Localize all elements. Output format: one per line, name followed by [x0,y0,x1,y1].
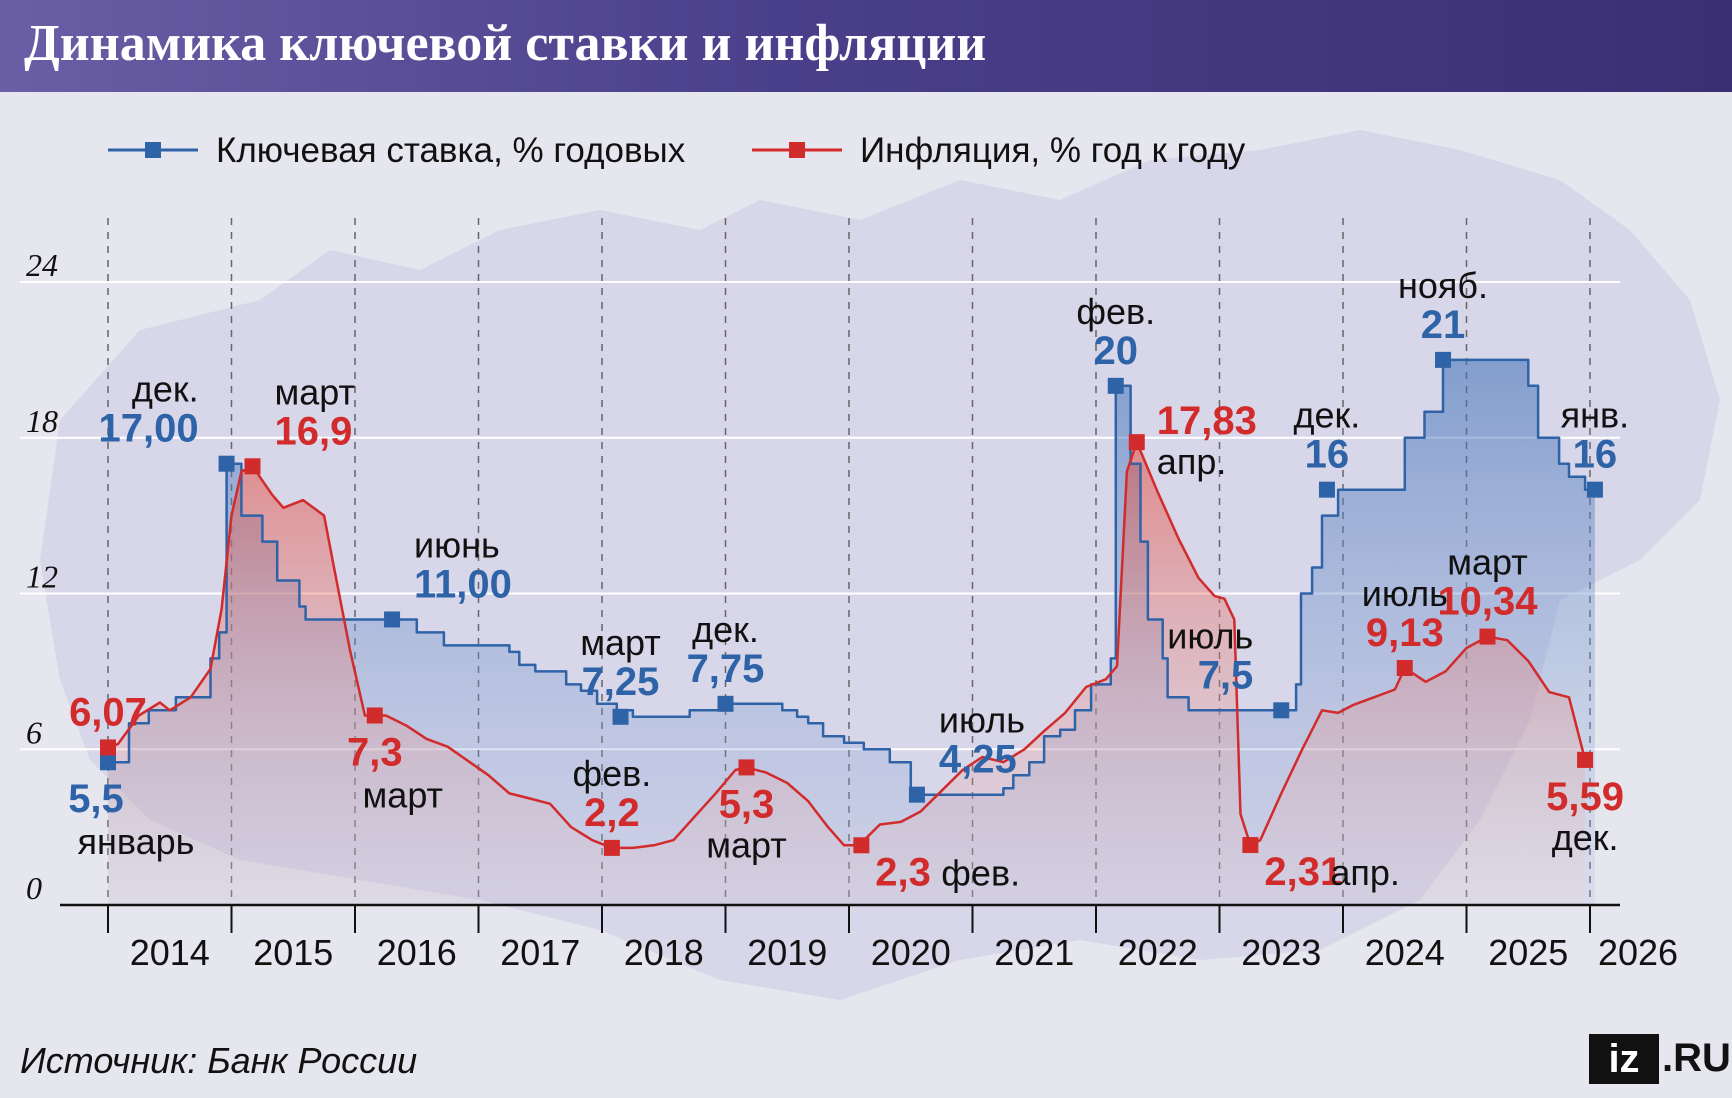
data-label: 5,5 [68,777,124,821]
annotation-date: нояб. [1398,265,1488,306]
annotation-date: фев. [1076,291,1155,332]
legend-marker [789,142,805,158]
data-label: 10,34 [1437,580,1538,624]
data-label: 20 [1094,329,1139,373]
y-tick-label: 24 [26,247,58,283]
data-point-inflation [244,458,261,475]
annotation-date: дек. [1294,395,1361,436]
logo-domain: .RU [1662,1036,1731,1080]
data-label: 5,3 [719,782,775,826]
data-point-inflation [1128,434,1145,451]
data-point-inflation [1242,837,1259,854]
data-label: 21 [1421,303,1466,347]
data-point-inflation [853,837,870,854]
x-tick-label: 2025 [1488,932,1568,973]
data-point-rate [384,611,401,628]
annotation-date: июль [1167,615,1253,656]
annotation-date: январь [78,821,195,862]
data-label: 16 [1573,433,1618,477]
data-label: 7,75 [687,647,765,691]
x-tick-label: 2023 [1241,932,1321,973]
data-point-rate [612,708,629,725]
data-label: 16 [1305,433,1350,477]
data-point-inflation [1577,751,1594,768]
x-tick-label: 2018 [624,932,704,973]
page-title: Динамика ключевой ставки и инфляции [24,15,987,72]
data-point-rate [717,695,734,712]
x-tick-label: 2016 [377,932,457,973]
data-label: 2,31 [1264,850,1342,894]
data-point-rate [1318,481,1335,498]
data-point-inflation [738,759,755,776]
data-point-rate [908,786,925,803]
data-point-rate [1586,481,1603,498]
annotation-date: янв. [1561,395,1630,436]
annotation-date: июль [1362,573,1448,614]
y-tick-label: 18 [26,403,58,439]
y-tick-label: 0 [26,870,42,906]
header-bar: Динамика ключевой ставки и инфляции [0,0,1732,92]
x-tick-label: 2024 [1365,932,1445,973]
x-tick-label: 2020 [871,932,951,973]
annotation-date: июнь [414,525,500,566]
data-label: 17,00 [98,407,198,451]
x-tick-label: 2015 [253,932,333,973]
data-label: 4,25 [939,738,1017,782]
annotation-date: фев. [573,753,652,794]
series-area-inflation [108,442,1586,905]
series-line-inflation [107,440,1587,850]
x-tick-label: 2021 [994,932,1074,973]
annotation-date: март [363,775,444,816]
y-tick-label: 6 [26,714,42,750]
annotation-date: июль [939,700,1025,741]
annotation-date: дек. [692,609,759,650]
data-point-inflation [100,739,116,756]
annotation-date: март [580,622,661,663]
data-point-rate [218,455,235,472]
source-note: Источник: Банк России [20,1040,418,1081]
data-label: 17,83 [1157,399,1257,443]
data-label: 6,07 [69,690,147,734]
data-point-rate [1107,377,1124,394]
annotation-date: дек. [1552,817,1619,858]
data-label: 2,2 [584,791,640,835]
data-label: 16,9 [275,409,353,453]
data-label: 9,13 [1366,611,1444,655]
legend-marker [145,142,161,158]
logo-mark: iz [1589,1034,1659,1084]
legend-label: Инфляция, % год к году [860,131,1246,170]
annotation-date: апр. [1330,852,1400,893]
data-point-inflation [366,707,383,724]
data-label: 2,3 [875,850,931,894]
data-label: 7,5 [1198,653,1254,697]
data-point-inflation [1396,660,1413,677]
data-label: 7,25 [582,660,660,704]
data-label: 11,00 [414,563,512,607]
data-point-rate [100,754,116,771]
y-tick-label: 12 [26,559,58,595]
annotation-date: март [1447,542,1528,583]
data-point-inflation [603,839,620,856]
data-label: 7,3 [347,731,403,775]
annotation-date: апр. [1157,441,1227,482]
data-label: 5,59 [1546,775,1624,819]
x-tick-label: 2014 [130,932,210,973]
annotation-date: дек. [132,369,199,410]
annotation-date: фев. [941,852,1020,893]
x-tick-label: 2022 [1118,932,1198,973]
x-tick-label: 2017 [500,932,580,973]
series-line-rate [108,358,1595,796]
x-tick-label: 2019 [747,932,827,973]
legend-label: Ключевая ставка, % годовых [216,131,686,170]
data-point-rate [1273,702,1290,719]
data-point-rate [1435,351,1452,368]
annotation-date: март [706,824,787,865]
x-tick-label: 2026 [1598,932,1678,973]
data-point-inflation [1479,628,1496,645]
annotation-date: март [275,371,356,412]
